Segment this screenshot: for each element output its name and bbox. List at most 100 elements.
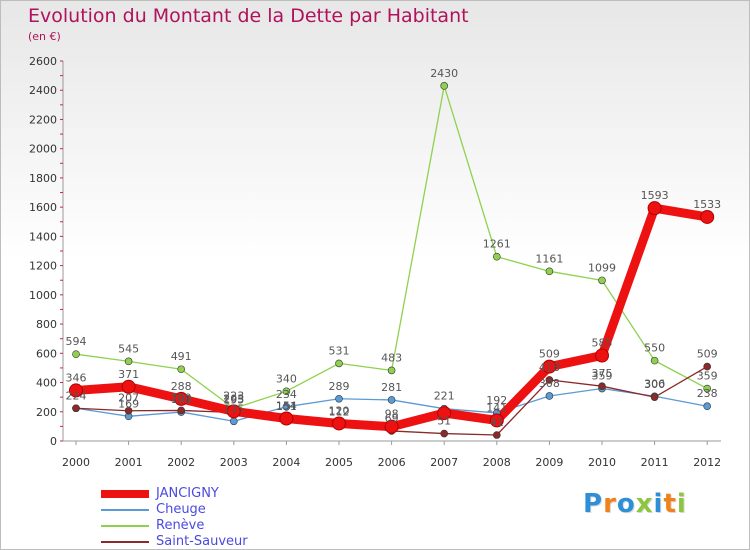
point-jancigny bbox=[384, 419, 399, 434]
point-reneve bbox=[703, 384, 712, 393]
y-tick-label: 1600 bbox=[29, 201, 57, 214]
point-jancigny bbox=[595, 348, 609, 363]
y-tick-label: 2200 bbox=[29, 113, 57, 126]
point-jancigny bbox=[69, 383, 83, 398]
line-chart: 0 200 400 600 800 1000 1200 1400 1600 1800 2000 220… bbox=[29, 55, 722, 469]
point-saint-sauveur bbox=[492, 431, 501, 439]
point-saint-sauveur bbox=[177, 406, 185, 415]
x-tick-label: 2001 bbox=[115, 456, 143, 469]
point-saint-sauveur bbox=[72, 404, 80, 413]
data-label-jancigny: 346 bbox=[66, 371, 87, 384]
data-label-cheuge: 169 bbox=[118, 397, 139, 410]
proxiti-logo: Proxiti bbox=[583, 489, 687, 519]
y-tick-label: 600 bbox=[36, 347, 57, 360]
data-label-reneve: 545 bbox=[118, 342, 139, 355]
point-cheuge bbox=[335, 394, 343, 403]
logo-letter: o bbox=[616, 489, 636, 519]
y-tick-label: 2400 bbox=[29, 84, 57, 97]
data-label-cheuge: 221 bbox=[434, 390, 455, 403]
point-reneve bbox=[440, 82, 449, 90]
point-reneve bbox=[72, 350, 80, 358]
point-reneve bbox=[177, 365, 185, 374]
data-label-saint-sauveur: 207 bbox=[118, 392, 139, 405]
y-tick-label: 1400 bbox=[29, 230, 57, 243]
data-label-reneve: 340 bbox=[276, 372, 297, 385]
point-jancigny bbox=[700, 209, 715, 224]
data-label-jancigny: 98 bbox=[385, 408, 399, 421]
legend-label-saint-sauveur: Saint-Sauveur bbox=[156, 534, 248, 549]
data-label-saint-sauveur: 51 bbox=[437, 415, 451, 428]
data-label-saint-sauveur: 509 bbox=[697, 348, 718, 361]
chart-subtitle: (en €) bbox=[28, 30, 61, 43]
point-saint-sauveur bbox=[545, 376, 554, 384]
data-label-cheuge: 135 bbox=[223, 402, 244, 415]
point-jancigny bbox=[121, 379, 136, 394]
legend-swatch-saint-sauveur bbox=[101, 541, 149, 543]
y-tick-label: 200 bbox=[36, 406, 57, 419]
data-label-reneve: 2430 bbox=[430, 67, 458, 80]
point-jancigny bbox=[437, 406, 452, 421]
data-label-reneve: 1261 bbox=[483, 238, 511, 251]
logo-letter: i bbox=[653, 489, 664, 519]
y-tick-label: 800 bbox=[36, 318, 57, 331]
data-label-jancigny: 141 bbox=[486, 401, 507, 414]
point-jancigny bbox=[174, 391, 189, 406]
point-saint-sauveur bbox=[124, 406, 133, 415]
point-reneve bbox=[545, 267, 554, 276]
data-label-reneve: 491 bbox=[171, 350, 192, 363]
y-tick-label: 2600 bbox=[29, 55, 57, 68]
data-label-cheuge: 238 bbox=[697, 387, 718, 400]
x-tick-label: 2010 bbox=[588, 456, 616, 469]
x-tick-label: 2012 bbox=[693, 456, 721, 469]
point-jancigny bbox=[542, 359, 557, 374]
y-tick-label: 0 bbox=[50, 435, 57, 448]
data-label-saint-sauveur: 375 bbox=[592, 367, 613, 380]
point-cheuge bbox=[282, 402, 291, 411]
point-saint-sauveur bbox=[650, 393, 659, 401]
data-label-jancigny: 1533 bbox=[693, 198, 721, 211]
data-label-jancigny: 509 bbox=[539, 348, 560, 361]
data-label-saint-sauveur: 195 bbox=[223, 394, 244, 407]
y-tick-label: 1800 bbox=[29, 172, 57, 185]
point-cheuge bbox=[703, 402, 712, 411]
point-cheuge bbox=[230, 417, 238, 426]
data-label-saint-sauveur: 209 bbox=[171, 391, 192, 404]
data-label-saint-sauveur: 112 bbox=[329, 406, 350, 419]
data-label-saint-sauveur: 151 bbox=[276, 400, 297, 413]
data-label-cheuge: 306 bbox=[644, 377, 665, 390]
x-tick-label: 2000 bbox=[62, 456, 90, 469]
y-tick-label: 400 bbox=[36, 377, 57, 390]
point-reneve bbox=[598, 276, 606, 285]
data-label-reneve: 550 bbox=[644, 342, 665, 355]
logo-letter: i bbox=[676, 489, 687, 519]
data-label-saint-sauveur: 69 bbox=[385, 412, 399, 425]
point-jancigny bbox=[332, 416, 346, 431]
data-label-reneve: 483 bbox=[381, 351, 402, 364]
data-label-cheuge: 224 bbox=[66, 389, 87, 402]
point-saint-sauveur bbox=[703, 362, 712, 371]
logo-letter: t bbox=[663, 489, 677, 519]
point-cheuge bbox=[387, 396, 396, 404]
data-label-jancigny: 120 bbox=[329, 404, 350, 417]
data-label-reneve: 594 bbox=[66, 335, 87, 348]
data-label-reneve: 1099 bbox=[588, 261, 616, 274]
data-label-cheuge: 198 bbox=[171, 393, 192, 406]
data-label-cheuge: 281 bbox=[381, 381, 402, 394]
legend-swatch-cheuge bbox=[101, 509, 149, 511]
point-jancigny bbox=[647, 201, 662, 216]
data-label-cheuge: 308 bbox=[539, 377, 560, 390]
data-label-cheuge: 359 bbox=[592, 370, 613, 383]
data-label-jancigny: 585 bbox=[592, 337, 613, 350]
legend-label-cheuge: Cheuge bbox=[156, 502, 206, 517]
logo-letter: x bbox=[635, 489, 654, 519]
data-labels: 224 169 198 135 234 289 281 221 192 308 359 306 238 5… bbox=[66, 67, 722, 429]
x-tick-label: 2003 bbox=[220, 456, 248, 469]
x-tick-label: 2005 bbox=[325, 456, 353, 469]
x-tick-label: 2004 bbox=[272, 456, 300, 469]
logo-letter: r bbox=[603, 489, 617, 519]
point-reneve bbox=[387, 366, 396, 375]
legend-swatch-reneve bbox=[101, 525, 149, 527]
y-tick-label: 1200 bbox=[29, 260, 57, 273]
data-label-saint-sauveur: 300 bbox=[644, 378, 665, 391]
y-tick-label: 2000 bbox=[29, 143, 57, 156]
